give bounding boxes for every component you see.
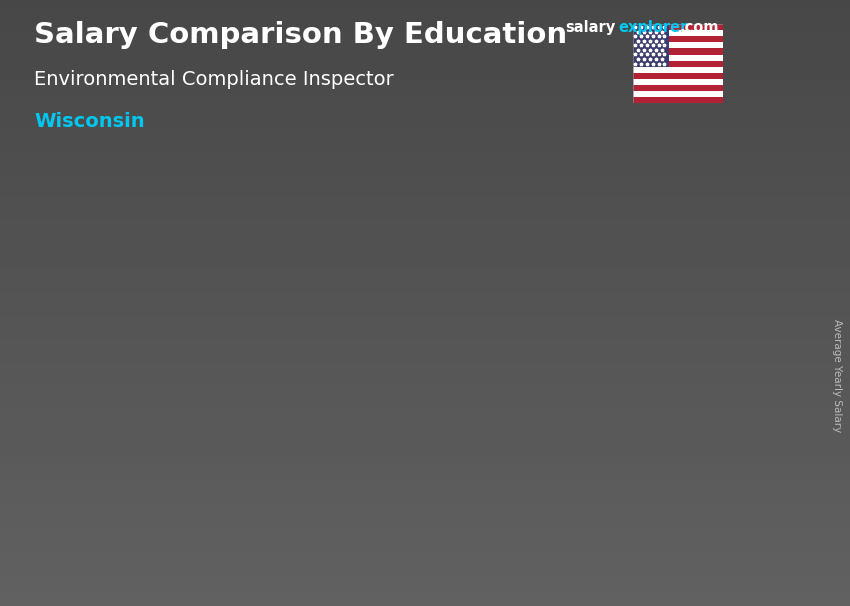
Polygon shape [641, 238, 662, 533]
Bar [633, 67, 722, 73]
Bar [633, 30, 722, 36]
Bar [633, 55, 722, 61]
Polygon shape [476, 238, 662, 248]
Polygon shape [476, 248, 641, 533]
Text: Environmental Compliance Inspector: Environmental Compliance Inspector [34, 70, 394, 88]
Bar [633, 24, 669, 67]
Text: 91,600 USD: 91,600 USD [504, 214, 613, 232]
Bar [633, 42, 722, 48]
Polygon shape [320, 376, 340, 533]
Text: Master's Degree: Master's Degree [488, 545, 629, 561]
Bar [633, 97, 722, 103]
Text: Salary Comparison By Education: Salary Comparison By Education [34, 21, 567, 49]
Bar [633, 24, 722, 30]
Text: Bachelor's Degree: Bachelor's Degree [159, 545, 315, 561]
Polygon shape [155, 376, 340, 385]
Bar [633, 48, 722, 55]
Bar [633, 85, 722, 91]
Polygon shape [155, 385, 177, 533]
Text: .com: .com [679, 20, 718, 35]
Bar [633, 61, 722, 67]
Polygon shape [476, 248, 499, 533]
Text: salary: salary [565, 20, 615, 35]
Text: 47,300 USD: 47,300 USD [183, 352, 292, 370]
Text: +93%: +93% [329, 242, 437, 275]
Bar [633, 73, 722, 79]
Polygon shape [155, 385, 320, 533]
Text: Average Yearly Salary: Average Yearly Salary [832, 319, 842, 432]
Bar [633, 91, 722, 97]
Bar [633, 36, 722, 42]
Bar [633, 79, 722, 85]
Text: explorer: explorer [618, 20, 688, 35]
Text: Wisconsin: Wisconsin [34, 112, 144, 131]
